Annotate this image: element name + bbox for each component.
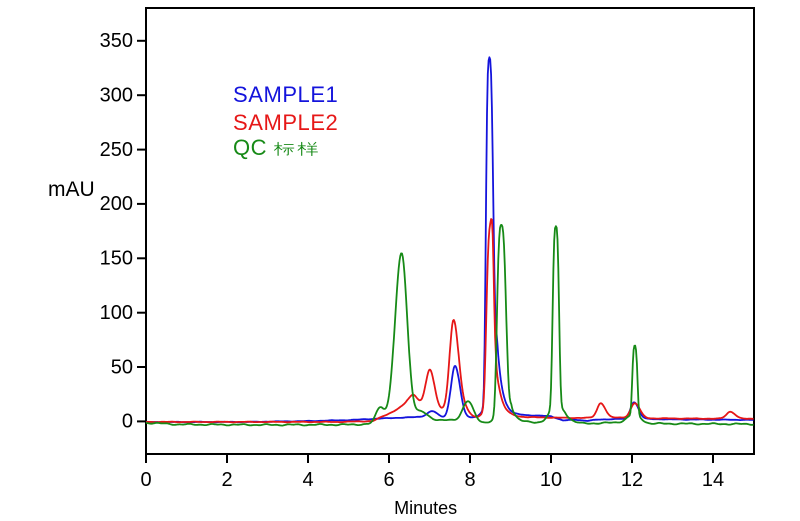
svg-text:300: 300 xyxy=(100,85,133,107)
svg-text:50: 50 xyxy=(111,356,133,378)
svg-text:350: 350 xyxy=(100,30,133,52)
svg-text:4: 4 xyxy=(302,469,313,491)
svg-text:12: 12 xyxy=(621,469,643,491)
svg-text:14: 14 xyxy=(702,469,724,491)
svg-text:0: 0 xyxy=(140,469,151,491)
svg-text:250: 250 xyxy=(100,139,133,161)
svg-text:Minutes: Minutes xyxy=(394,498,457,518)
svg-text:150: 150 xyxy=(100,248,133,270)
svg-text:mAU: mAU xyxy=(48,178,95,201)
svg-text:6: 6 xyxy=(383,469,394,491)
svg-text:100: 100 xyxy=(100,302,133,324)
svg-text:10: 10 xyxy=(540,469,562,491)
svg-text:0: 0 xyxy=(122,411,133,433)
svg-text:8: 8 xyxy=(464,469,475,491)
svg-text:QC: QC xyxy=(233,135,267,160)
svg-text:SAMPLE2: SAMPLE2 xyxy=(233,110,338,135)
svg-text:SAMPLE1: SAMPLE1 xyxy=(233,82,338,107)
svg-text:2: 2 xyxy=(221,469,232,491)
svg-text:200: 200 xyxy=(100,193,133,215)
